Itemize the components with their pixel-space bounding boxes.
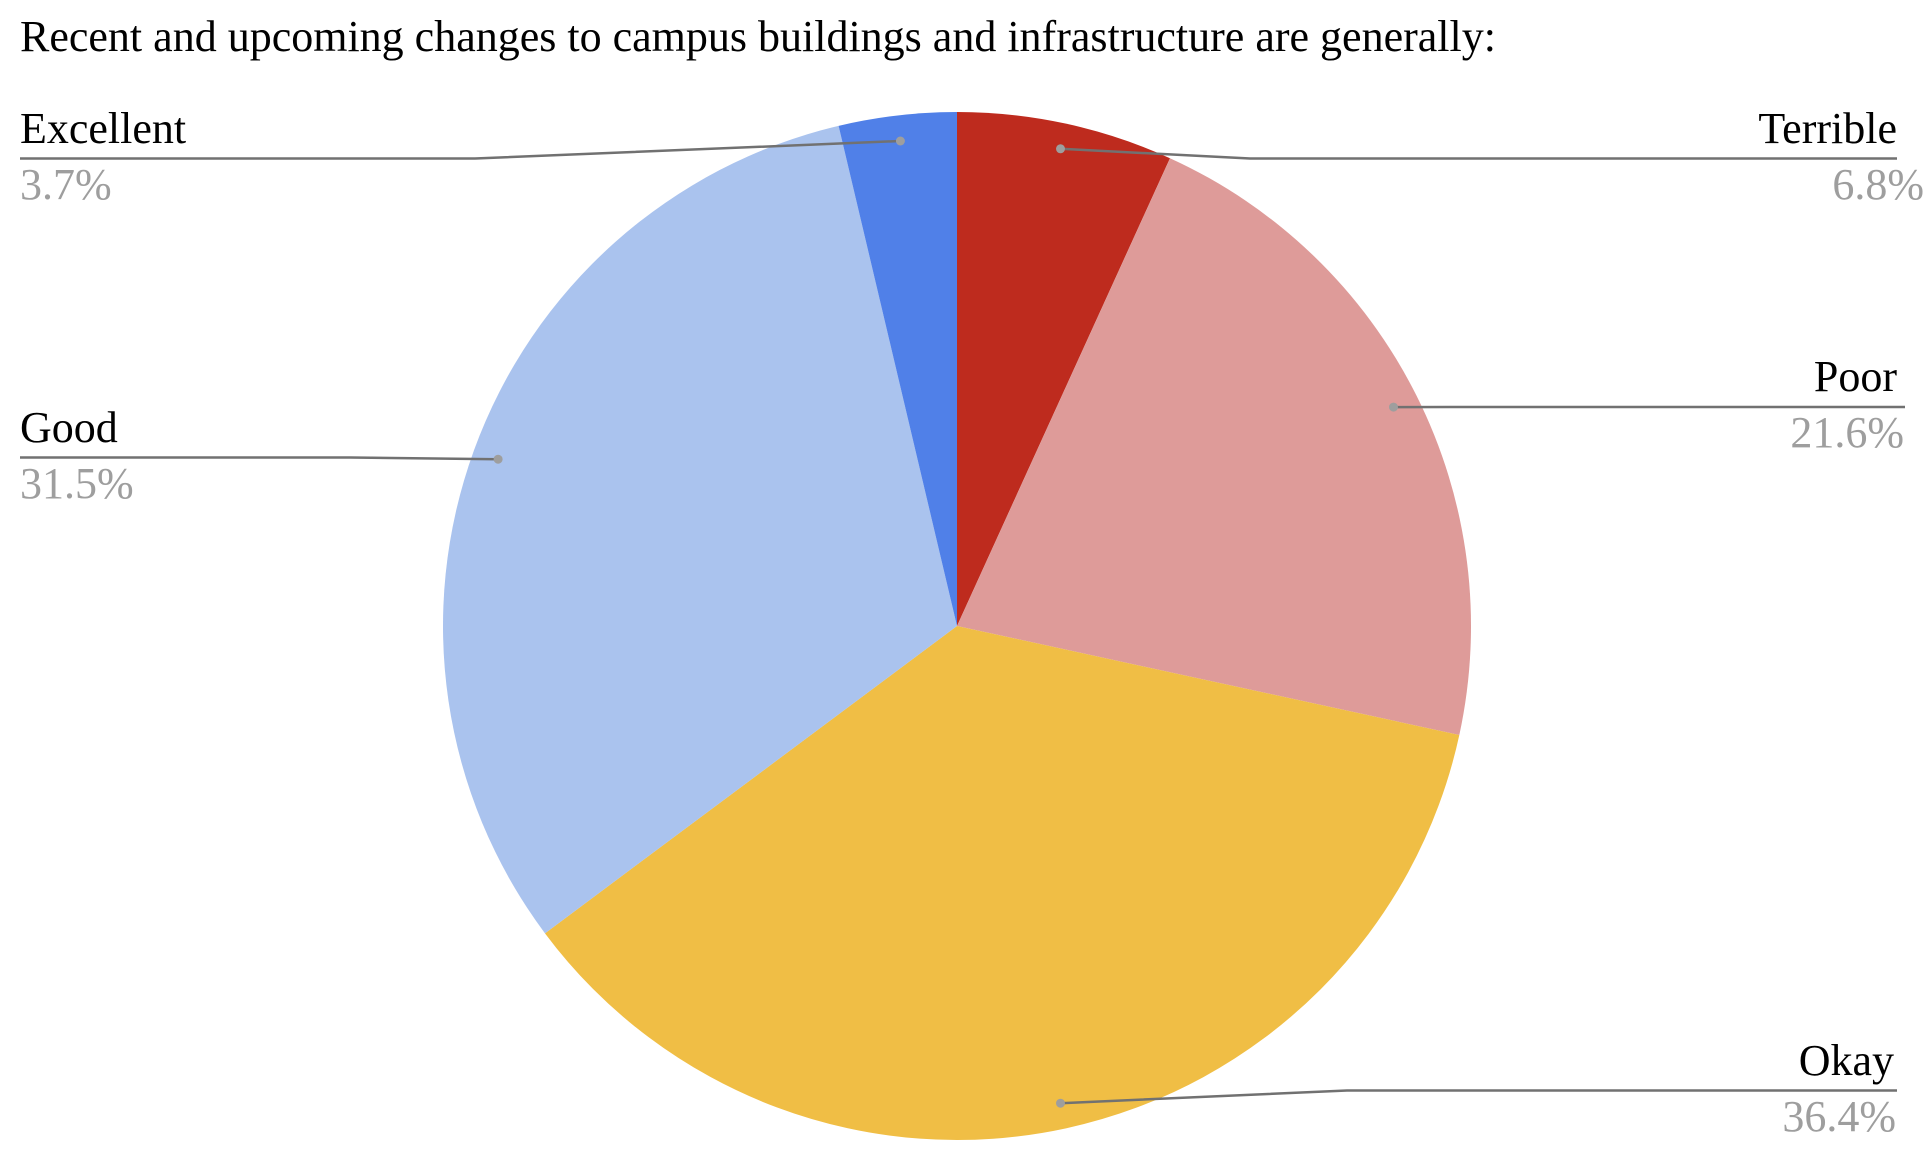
leader-dot-good xyxy=(493,454,503,464)
pie-slice-okay xyxy=(544,626,1460,1141)
pie-slice-terrible xyxy=(957,112,1170,626)
pie-slice-poor xyxy=(957,158,1472,735)
leader-line-good xyxy=(20,456,499,461)
chart-title: Recent and upcoming changes to campus bu… xyxy=(20,12,1496,61)
leader-line-excellent xyxy=(20,139,901,160)
leader-line-terrible xyxy=(1060,147,1897,160)
leader-dot-excellent xyxy=(895,136,905,146)
pie-slice-excellent xyxy=(838,112,957,626)
leader-line-okay xyxy=(1060,1089,1897,1105)
leader-dot-okay xyxy=(1056,1098,1065,1108)
pie-slice-good xyxy=(442,125,958,934)
leader-dot-poor xyxy=(1389,402,1398,412)
leader-dot-terrible xyxy=(1056,144,1065,154)
